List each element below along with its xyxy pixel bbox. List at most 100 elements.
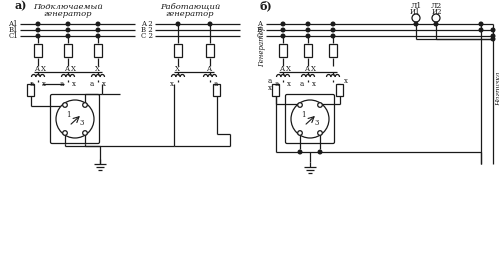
Circle shape (306, 28, 310, 32)
Bar (174, 44, 182, 56)
Bar (64, 44, 72, 56)
Circle shape (479, 28, 483, 32)
Text: A1: A1 (8, 20, 18, 28)
Circle shape (96, 22, 100, 26)
Circle shape (63, 131, 67, 135)
Circle shape (56, 100, 94, 138)
Text: a: a (60, 80, 64, 88)
Circle shape (281, 34, 285, 38)
Text: x: x (42, 80, 46, 88)
Text: x: x (312, 80, 316, 88)
Text: x: x (102, 80, 106, 88)
Bar (27, 84, 34, 96)
Bar (94, 44, 102, 56)
Text: Генератор: Генератор (258, 25, 266, 67)
Bar (304, 44, 312, 56)
Text: A: A (304, 65, 309, 73)
Text: A: A (34, 65, 39, 73)
Circle shape (291, 100, 329, 138)
Text: C: C (257, 32, 262, 40)
Circle shape (331, 22, 335, 26)
Text: A: A (64, 65, 69, 73)
Text: a: a (30, 80, 34, 88)
FancyBboxPatch shape (50, 95, 99, 144)
Circle shape (298, 150, 302, 154)
Text: x: x (268, 84, 272, 92)
Text: B 2: B 2 (141, 26, 153, 34)
Circle shape (281, 28, 285, 32)
Text: x: x (344, 77, 348, 85)
Text: a: a (275, 80, 279, 88)
Text: A: A (257, 20, 262, 28)
Text: x: x (170, 80, 174, 88)
Circle shape (318, 150, 322, 154)
Circle shape (208, 22, 212, 26)
Bar (272, 84, 279, 96)
Circle shape (36, 22, 40, 26)
Bar (279, 44, 287, 56)
Circle shape (36, 28, 40, 32)
Text: x: x (287, 80, 291, 88)
Bar (336, 84, 343, 96)
Text: 1: 1 (301, 111, 305, 119)
Circle shape (318, 103, 322, 107)
Bar (206, 44, 214, 56)
Text: генератор: генератор (166, 10, 214, 18)
Circle shape (66, 28, 70, 32)
Circle shape (331, 34, 335, 38)
Text: Работающий: Работающий (160, 3, 220, 11)
Text: C 2: C 2 (141, 32, 153, 40)
Text: C1: C1 (8, 32, 18, 40)
Text: 3: 3 (80, 119, 84, 127)
Circle shape (412, 14, 420, 22)
Circle shape (96, 28, 100, 32)
Circle shape (96, 34, 100, 38)
Text: И2: И2 (432, 8, 442, 16)
Text: б): б) (260, 1, 272, 12)
Text: a: a (268, 77, 272, 85)
Text: B: B (257, 26, 262, 34)
Text: Л1: Л1 (410, 2, 422, 10)
Text: B1: B1 (8, 26, 18, 34)
Text: И1: И1 (410, 8, 420, 16)
Circle shape (491, 34, 495, 38)
Bar (329, 44, 337, 56)
Text: A: A (207, 65, 212, 73)
Text: A: A (279, 65, 284, 73)
Text: X: X (175, 65, 180, 73)
Bar (214, 84, 221, 96)
Text: Нагрузка: Нагрузка (495, 72, 499, 106)
Circle shape (434, 22, 438, 26)
Circle shape (66, 22, 70, 26)
Circle shape (83, 103, 87, 107)
Circle shape (432, 14, 440, 22)
Circle shape (306, 34, 310, 38)
Circle shape (281, 22, 285, 26)
Text: X: X (94, 65, 99, 73)
Text: a: a (300, 80, 304, 88)
FancyBboxPatch shape (285, 95, 334, 144)
Text: x: x (72, 80, 76, 88)
Text: а): а) (15, 1, 27, 12)
Text: X: X (70, 65, 75, 73)
Text: a: a (90, 80, 94, 88)
Text: X: X (285, 65, 290, 73)
Circle shape (66, 34, 70, 38)
Bar (34, 44, 42, 56)
Circle shape (176, 22, 180, 26)
Text: 1: 1 (66, 111, 70, 119)
Circle shape (306, 22, 310, 26)
Text: A 2: A 2 (141, 20, 153, 28)
Text: X: X (310, 65, 315, 73)
Text: генератор: генератор (44, 10, 92, 18)
Circle shape (83, 131, 87, 135)
Text: Подключаемый: Подключаемый (33, 3, 103, 11)
Circle shape (479, 22, 483, 26)
Circle shape (331, 28, 335, 32)
Text: 3: 3 (315, 119, 319, 127)
Circle shape (414, 22, 418, 26)
Text: a: a (214, 80, 218, 88)
Text: Л2: Л2 (430, 2, 442, 10)
Circle shape (63, 103, 67, 107)
Circle shape (318, 131, 322, 135)
